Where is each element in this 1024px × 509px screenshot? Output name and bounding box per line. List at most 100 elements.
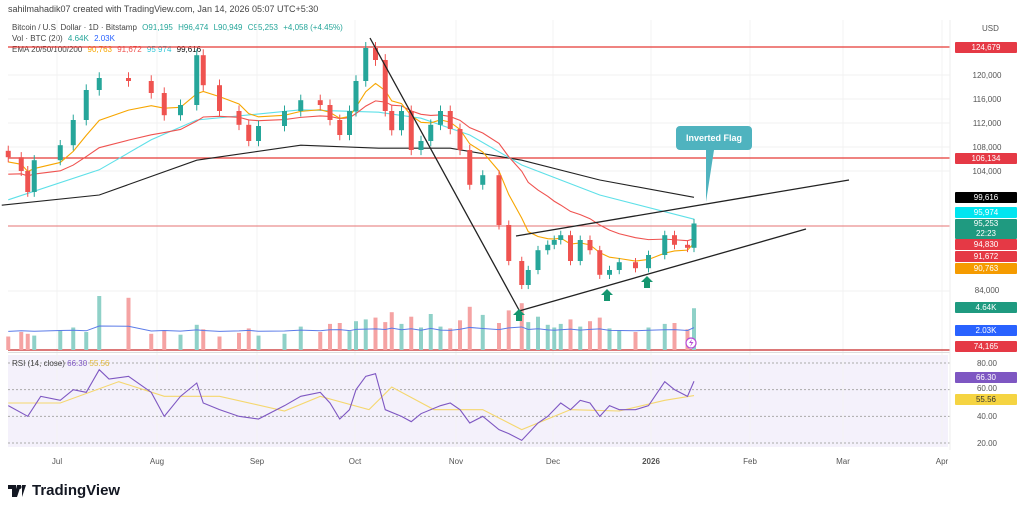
volume-bar [526,322,531,350]
volume-bar [568,319,573,350]
candle-body [418,141,424,150]
ema100-value: 95,974 [146,45,172,54]
volume-bar [84,332,89,350]
ema50-value: 91,672 [117,45,142,54]
rsi-tick: 40.00 [976,412,998,421]
volume-bar [633,332,638,350]
candle-body [438,111,443,125]
time-tick: Mar [836,457,850,466]
volume-bar [458,320,462,350]
candle-body [18,157,24,171]
price-tick: 120,000 [972,71,1002,80]
volume-bar [58,330,63,350]
candle-body [282,111,287,126]
volume-bar [607,328,612,350]
candle-body [519,261,525,285]
rsi-label[interactable]: RSI (14, close) [12,359,65,368]
price-tick: 104,000 [972,167,1002,176]
candle-body [587,240,593,251]
volume-bar [399,323,404,350]
flag-lower-trendline[interactable] [518,228,807,312]
callout-pointer [706,150,714,202]
ema-row: EMA 20/50/100/200 90,763 91,672 95,974 9… [12,44,346,55]
volume-bar [32,335,37,350]
candle-body [31,160,37,192]
rsi-tick: 20.00 [976,439,998,448]
candle-body [691,223,697,248]
candle-body [568,235,573,261]
volume-bar [692,308,696,350]
candle-body [480,175,486,185]
candle-body [373,48,378,60]
volume-bar [578,326,583,350]
candle-body [347,111,352,135]
close-value: C95,253 [247,23,278,32]
candle-body [558,235,564,240]
price-tag-ema100: 95,974 [955,207,1017,218]
inverted-flag-callout[interactable]: Inverted Flag [676,126,752,150]
candle-body [496,175,502,225]
tradingview-logo-icon [8,484,26,497]
candle-body [685,244,690,248]
volume-bar [149,333,154,350]
volume-bar [672,323,677,350]
candle-body [96,78,102,90]
flag-upper-trendline[interactable] [515,179,850,237]
ema20-line [8,82,695,262]
candle-body [447,111,453,129]
volume-bar [194,324,199,350]
volume-bar [467,306,472,350]
candle-body [399,111,404,131]
volume-ma-value: 2.03K [94,34,115,43]
volume-bar [328,323,332,350]
candle-body [317,100,323,105]
volume-bar [558,323,563,350]
volume-bar [428,314,433,350]
volume-bar [246,328,251,350]
volume-row: Vol · BTC (20) 4.64K 2.03K [12,33,346,44]
ema-label[interactable]: EMA 20/50/100/200 [12,45,83,54]
volume-ma-tag: 2.03K [955,325,1017,336]
candle-body [545,244,551,251]
volume-bar [217,336,222,350]
candle-body [298,100,304,111]
volume-bar [19,332,24,350]
time-tick: Dec [545,457,561,466]
change-value: +4,058 (+4.45%) [283,23,343,32]
volume-bar [6,336,11,350]
candle-body [467,150,473,185]
volume-bar [71,327,76,350]
volume-bar [201,329,206,350]
candle-body [178,105,183,116]
downtrend-line[interactable] [369,37,520,311]
price-tag-last: 95,253 22:23 [955,219,1017,239]
price-tag-support: 74,165 [955,341,1017,352]
volume-bar [237,332,241,350]
time-tick: Jul [51,457,63,466]
tradingview-logo[interactable]: TradingView [8,482,120,499]
ema20-value: 90,763 [87,45,112,54]
time-tick: Sep [249,457,265,466]
candles [5,42,697,290]
lightning-icon[interactable] [685,337,697,349]
volume-tag: 4.64K [955,302,1017,313]
time-tick: Apr [935,457,949,466]
volume-bar [588,321,592,350]
open-value: O91,195 [142,23,173,32]
volume-label[interactable]: Vol · BTC (20) [12,34,63,43]
volume-bar [552,327,557,350]
rsi-legend: RSI (14, close) 66.30 55.56 [12,359,109,368]
candle-body [200,55,206,86]
chart-credit: sahilmahadik07 created with TradingView.… [8,4,319,14]
high-value: H96,474 [178,23,209,32]
arrow-up-icon [641,276,653,288]
price-tick: 84,000 [974,286,1000,295]
symbol-name[interactable]: Bitcoin / U.S. Dollar · 1D · Bitstamp [12,23,137,32]
volume-bar [354,321,358,350]
candle-body [236,111,242,125]
rsi-ma-value: 55.56 [89,359,110,368]
candle-body [616,262,622,270]
volume-bar [497,323,501,350]
volume-ma-line [8,325,695,332]
